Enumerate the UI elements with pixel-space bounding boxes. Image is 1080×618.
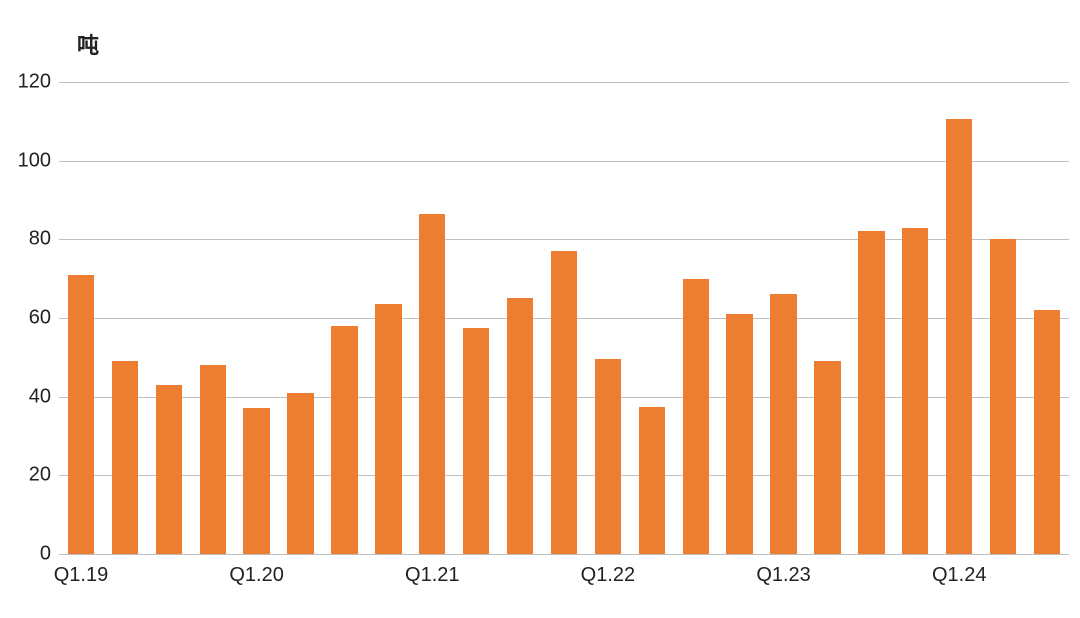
bar <box>902 228 928 554</box>
bar <box>946 119 972 554</box>
bar <box>419 214 445 554</box>
x-tick-label: Q1.24 <box>932 564 986 587</box>
x-tick-label: Q1.23 <box>756 564 810 587</box>
y-tick-label: 120 <box>18 71 51 94</box>
bar <box>551 251 577 554</box>
gridline <box>59 82 1069 83</box>
bar <box>287 393 313 554</box>
bar <box>68 275 94 554</box>
x-tick-label: Q1.20 <box>229 564 283 587</box>
bar <box>375 304 401 554</box>
bar <box>331 326 357 554</box>
bar <box>726 314 752 554</box>
y-tick-label: 60 <box>29 307 51 330</box>
bar <box>858 231 884 554</box>
bar <box>814 361 840 554</box>
bar <box>990 239 1016 554</box>
bar <box>463 328 489 554</box>
x-tick-label: Q1.21 <box>405 564 459 587</box>
x-tick-label: Q1.22 <box>581 564 635 587</box>
x-axis-line <box>59 554 1069 555</box>
y-tick-label: 80 <box>29 228 51 251</box>
bar <box>243 408 269 554</box>
bar <box>507 298 533 554</box>
y-axis-unit-label: 吨 <box>77 28 99 60</box>
bar <box>156 385 182 554</box>
plot-area <box>59 82 1069 554</box>
bar-chart: 吨 0 20 40 60 80 100 120 Q1.19 Q1.20 Q1.21 Q1.22 Q1… <box>0 0 1080 618</box>
y-tick-label: 40 <box>29 385 51 408</box>
gridline <box>59 161 1069 162</box>
x-tick-label: Q1.19 <box>54 564 108 587</box>
bar <box>770 294 796 554</box>
bar <box>683 279 709 554</box>
bar <box>1034 310 1060 554</box>
bar <box>112 361 138 554</box>
bar <box>639 407 665 555</box>
y-tick-label: 100 <box>18 149 51 172</box>
y-tick-label: 0 <box>40 543 51 566</box>
bar <box>200 365 226 554</box>
y-tick-label: 20 <box>29 464 51 487</box>
bar <box>595 359 621 554</box>
